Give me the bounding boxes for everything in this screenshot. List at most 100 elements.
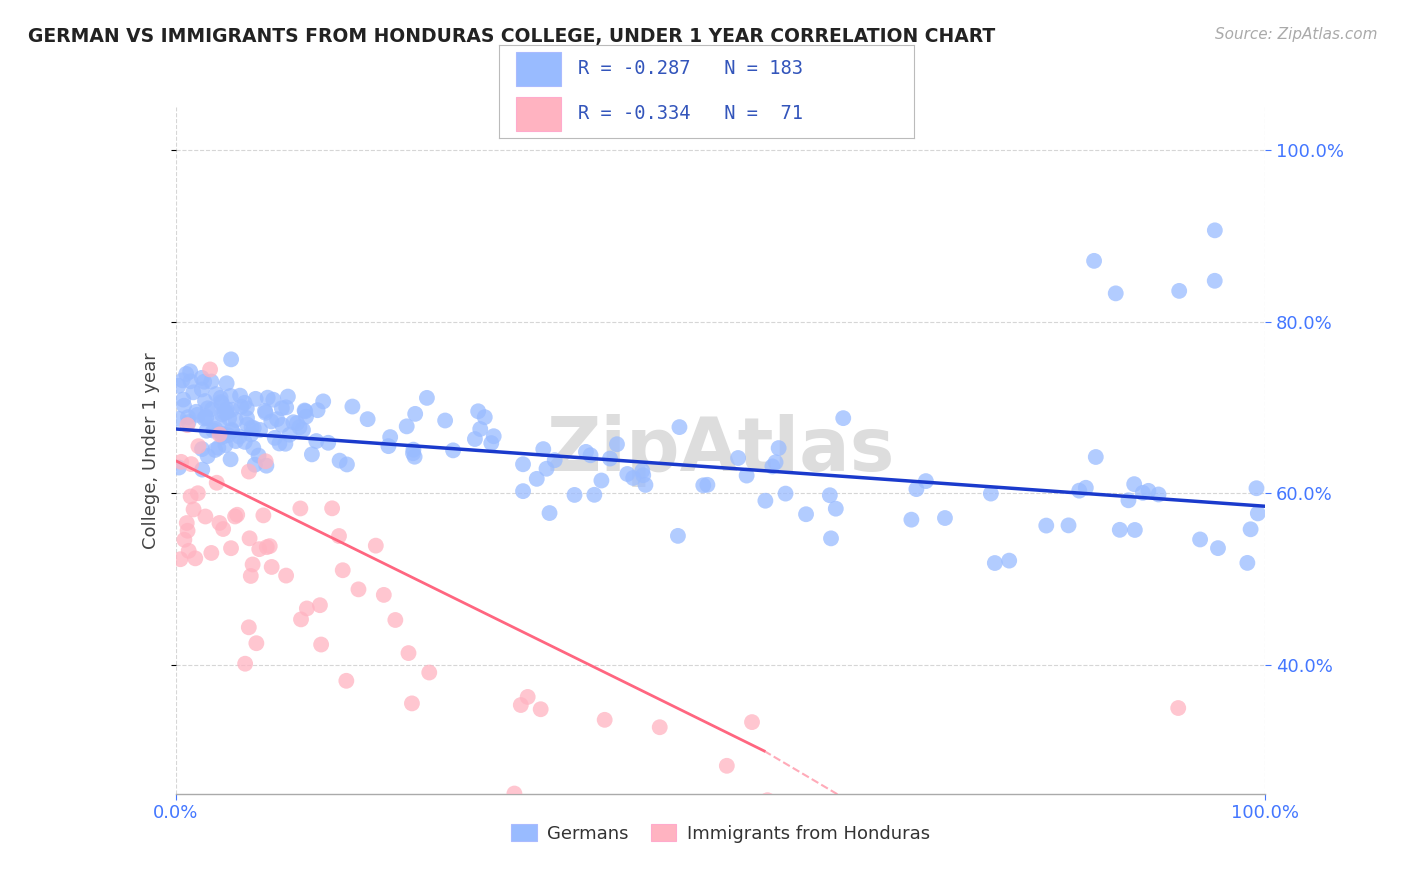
Point bbox=[236, 417, 259, 432]
Point bbox=[418, 665, 440, 680]
Point bbox=[761, 459, 783, 474]
Point bbox=[516, 690, 538, 704]
Point bbox=[402, 442, 425, 457]
Point bbox=[373, 588, 395, 602]
Point bbox=[276, 401, 298, 415]
Point bbox=[741, 715, 763, 730]
Point bbox=[364, 539, 387, 553]
Point bbox=[1204, 274, 1226, 288]
Point bbox=[172, 373, 194, 387]
Point bbox=[274, 568, 297, 582]
Point bbox=[224, 509, 246, 524]
Point bbox=[1236, 556, 1258, 570]
Point bbox=[226, 508, 249, 522]
Point bbox=[583, 488, 606, 502]
Point bbox=[243, 458, 266, 472]
Point bbox=[832, 411, 855, 425]
Point bbox=[247, 542, 270, 557]
Point bbox=[219, 452, 242, 467]
Point bbox=[187, 486, 209, 500]
Point bbox=[398, 646, 420, 660]
Point bbox=[187, 439, 209, 453]
Point bbox=[307, 403, 329, 417]
Point bbox=[1247, 507, 1270, 521]
Point bbox=[336, 458, 359, 472]
Point bbox=[692, 478, 714, 492]
Point bbox=[1132, 486, 1154, 500]
Point bbox=[219, 389, 242, 403]
Point bbox=[245, 392, 267, 406]
Point bbox=[219, 352, 242, 367]
Point bbox=[215, 405, 238, 419]
Point bbox=[1123, 477, 1146, 491]
Point bbox=[765, 455, 787, 469]
Point bbox=[236, 411, 259, 425]
Point bbox=[245, 636, 267, 650]
Point bbox=[233, 657, 256, 671]
Point bbox=[177, 544, 200, 558]
Point bbox=[377, 439, 399, 453]
Point bbox=[820, 532, 842, 546]
Point bbox=[172, 392, 194, 407]
Point bbox=[195, 411, 218, 425]
Point bbox=[470, 422, 492, 436]
Point bbox=[219, 541, 242, 556]
Point bbox=[1118, 493, 1140, 508]
Point bbox=[290, 612, 312, 626]
Point bbox=[269, 436, 291, 450]
Point bbox=[294, 404, 316, 418]
Point bbox=[212, 522, 235, 536]
Point bbox=[194, 394, 217, 409]
Point bbox=[180, 490, 202, 504]
Point bbox=[1206, 541, 1229, 555]
Point bbox=[564, 488, 586, 502]
Point bbox=[754, 493, 776, 508]
Point bbox=[254, 406, 277, 420]
Point bbox=[198, 362, 221, 376]
Point bbox=[169, 552, 191, 566]
Point bbox=[211, 430, 233, 444]
Point bbox=[309, 598, 332, 612]
Point bbox=[202, 424, 225, 438]
Point bbox=[380, 430, 402, 444]
Point bbox=[294, 403, 316, 417]
Point bbox=[332, 563, 354, 577]
Point bbox=[591, 474, 613, 488]
Point bbox=[193, 375, 215, 389]
Point bbox=[186, 408, 208, 422]
Point bbox=[356, 412, 378, 426]
Point bbox=[174, 367, 197, 381]
Point bbox=[181, 385, 204, 400]
Point bbox=[179, 364, 201, 378]
Point bbox=[526, 472, 548, 486]
Point bbox=[197, 401, 219, 416]
Y-axis label: College, Under 1 year: College, Under 1 year bbox=[142, 352, 160, 549]
Point bbox=[312, 394, 335, 409]
Point bbox=[1084, 450, 1107, 464]
Point bbox=[482, 429, 505, 443]
Point bbox=[215, 376, 238, 391]
Point bbox=[335, 673, 357, 688]
Point bbox=[328, 529, 350, 543]
Point bbox=[260, 414, 283, 428]
Point bbox=[173, 533, 195, 547]
Point bbox=[205, 475, 228, 490]
Point bbox=[214, 406, 236, 420]
Point bbox=[593, 713, 616, 727]
Point bbox=[301, 447, 323, 461]
Point bbox=[727, 450, 749, 465]
Point bbox=[221, 423, 243, 437]
Point bbox=[225, 413, 247, 427]
Point bbox=[1074, 481, 1097, 495]
Point bbox=[201, 402, 224, 417]
Point bbox=[295, 601, 318, 615]
Point bbox=[631, 468, 654, 483]
Point bbox=[676, 821, 699, 835]
Point bbox=[305, 434, 328, 448]
Point bbox=[512, 457, 534, 471]
Point bbox=[195, 409, 218, 424]
Text: Source: ZipAtlas.com: Source: ZipAtlas.com bbox=[1215, 27, 1378, 42]
Point bbox=[211, 408, 233, 422]
Text: GERMAN VS IMMIGRANTS FROM HONDURAS COLLEGE, UNDER 1 YEAR CORRELATION CHART: GERMAN VS IMMIGRANTS FROM HONDURAS COLLE… bbox=[28, 27, 995, 45]
Point bbox=[606, 437, 628, 451]
